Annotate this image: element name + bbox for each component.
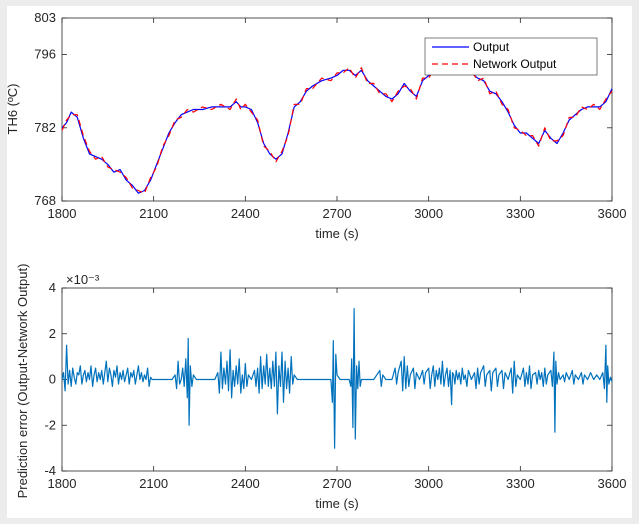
x-tick-label: 2100 [139, 476, 168, 491]
x-tick-label: 3300 [506, 206, 535, 221]
series-network-output-line [61, 59, 613, 194]
series-prediction-error-line [61, 308, 613, 449]
legend-network-output-label: Network Output [473, 57, 557, 71]
ticks-prediction-error: 1800 2100 2400 2700 3000 3300 3600 -4 -2 0 2 4 [44, 280, 626, 491]
x-tick-label: 1800 [48, 476, 77, 491]
series-temperature [61, 59, 613, 194]
chart-prediction-error: 1800 2100 2400 2700 3000 3300 3600 -4 -2 0 2 4 time… [15, 264, 626, 511]
series-output-line [61, 59, 613, 194]
y-tick-label: 4 [49, 280, 56, 295]
x-tick-label: 2700 [323, 476, 352, 491]
figure: 1800 2100 2400 2700 3000 3300 3600 768 782 796 803… [7, 10, 626, 511]
series-prediction-error [61, 308, 613, 449]
x-tick-label: 1800 [48, 206, 77, 221]
y-tick-label: 2 [49, 326, 56, 341]
x-axis-label-temperature: time (s) [315, 226, 358, 241]
x-tick-label: 2400 [231, 476, 260, 491]
legend: Output Network Output [424, 37, 598, 76]
y-axis-multiplier: ×10⁻³ [66, 272, 100, 287]
y-tick-label: -4 [44, 463, 56, 478]
x-tick-label: 2100 [139, 206, 168, 221]
x-tick-label: 3300 [506, 476, 535, 491]
legend-output-label: Output [473, 40, 510, 54]
y-tick-label: -2 [44, 417, 56, 432]
x-tick-label: 2700 [323, 206, 352, 221]
y-tick-label: 0 [49, 372, 56, 387]
y-tick-label: 768 [34, 193, 56, 208]
y-tick-label: 803 [34, 10, 56, 25]
ticks-temperature: 1800 2100 2400 2700 3000 3300 3600 768 782 796 803 [34, 10, 626, 221]
x-tick-label: 3000 [414, 476, 443, 491]
legend-box [424, 37, 598, 76]
y-tick-label: 796 [34, 47, 56, 62]
y-axis-label-temperature: TH6 (ºC) [7, 84, 20, 135]
x-tick-label: 3600 [598, 476, 627, 491]
x-tick-label: 3000 [414, 206, 443, 221]
y-axis-label-prediction-error: Prediction error (Output-Network Output) [15, 264, 30, 499]
y-tick-label: 782 [34, 120, 56, 135]
chart-temperature: 1800 2100 2400 2700 3000 3300 3600 768 782 796 803… [7, 10, 626, 241]
x-tick-label: 3600 [598, 206, 627, 221]
figure-frame: 1800 2100 2400 2700 3000 3300 3600 768 782 796 803… [7, 6, 632, 518]
x-axis-label-prediction-error: time (s) [315, 496, 358, 511]
plot-area-prediction-error [61, 287, 613, 472]
x-tick-label: 2400 [231, 206, 260, 221]
